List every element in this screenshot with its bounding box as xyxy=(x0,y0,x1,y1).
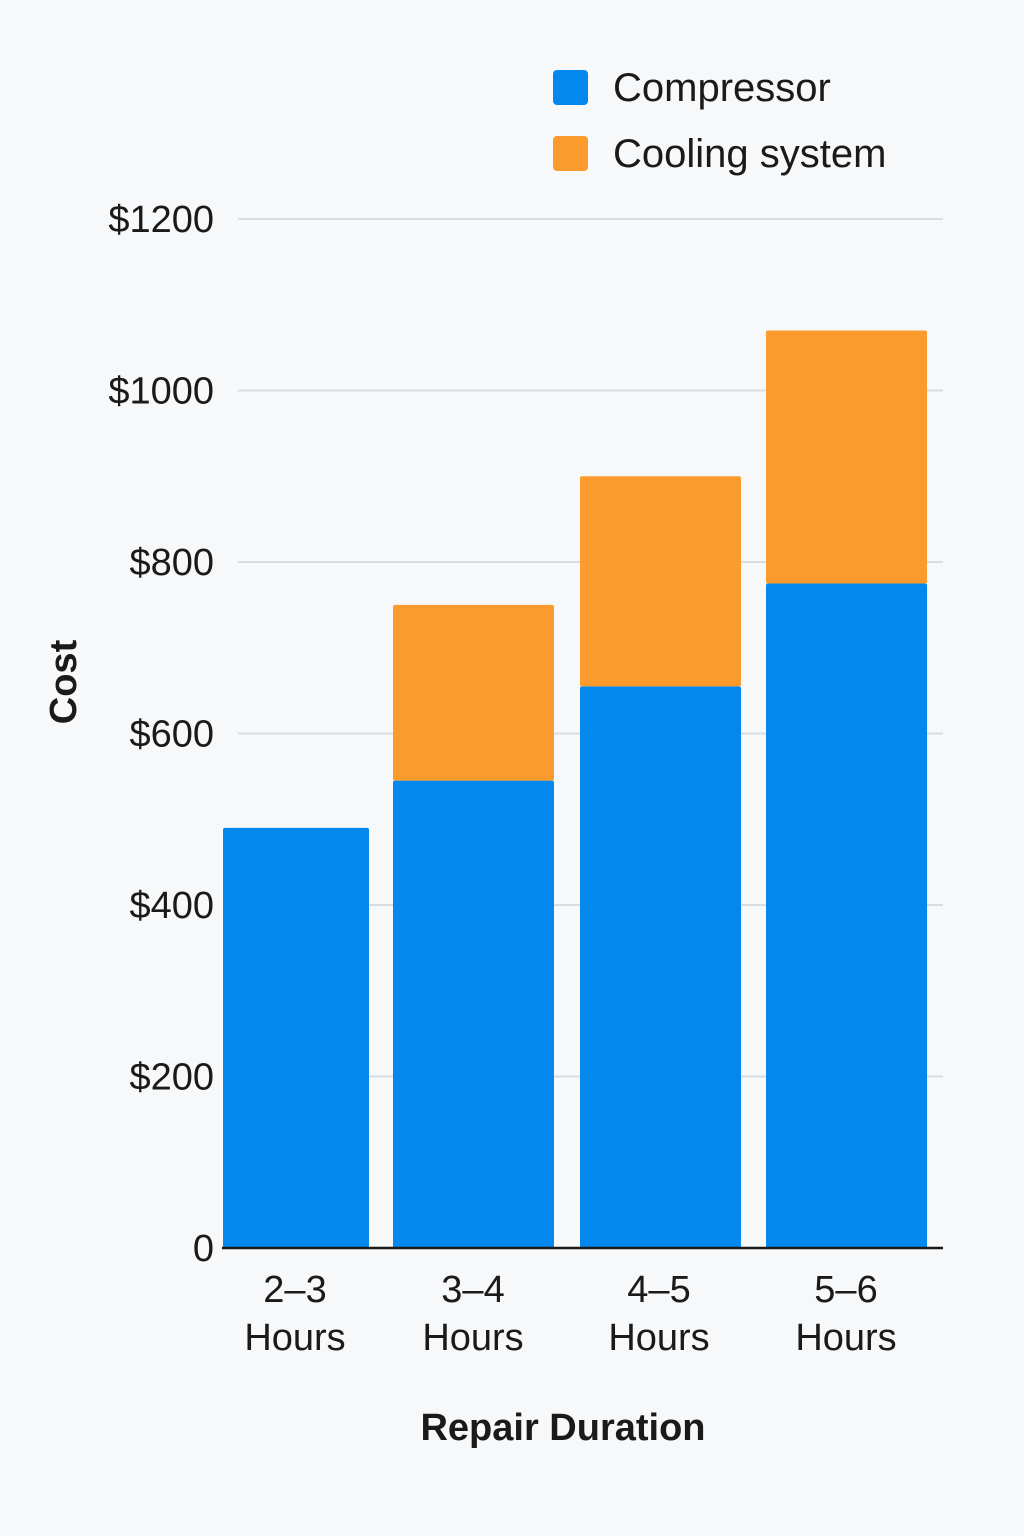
legend: Compressor Cooling system xyxy=(553,66,886,176)
y-tick-label: $1000 xyxy=(108,371,214,413)
y-tick-label: $800 xyxy=(129,542,214,584)
y-tick-label: 0 xyxy=(193,1228,214,1270)
x-tick-label: 4–5 xyxy=(627,1269,690,1311)
bar-compressor xyxy=(766,583,927,1248)
x-tick-label: Hours xyxy=(244,1317,345,1359)
y-tick-label: $1200 xyxy=(108,199,214,241)
bars xyxy=(223,330,927,1248)
bar-compressor xyxy=(393,780,554,1248)
x-axis-ticks: 2–3 Hours 3–4 Hours 4–5 Hours 5–6 Hours xyxy=(244,1269,896,1359)
legend-label: Cooling system xyxy=(613,132,886,176)
x-tick-label: 2–3 xyxy=(263,1269,326,1311)
x-tick-label: Hours xyxy=(608,1317,709,1359)
x-tick-label: Hours xyxy=(422,1317,523,1359)
bar-cooling-system xyxy=(580,476,741,687)
x-tick-label: 5–6 xyxy=(814,1269,877,1311)
y-axis-ticks: 0 $200 $400 $600 $800 $1000 $1200 xyxy=(108,199,214,1270)
bar-compressor xyxy=(223,827,369,1248)
legend-swatch xyxy=(553,136,588,171)
bar-compressor xyxy=(580,686,741,1248)
y-tick-label: $200 xyxy=(129,1057,214,1099)
x-axis-title: Repair Duration xyxy=(420,1407,705,1449)
legend-swatch xyxy=(553,70,588,105)
legend-label: Compressor xyxy=(613,66,831,110)
y-axis-title: Cost xyxy=(43,639,85,724)
y-tick-label: $600 xyxy=(129,714,214,756)
bar-cooling-system xyxy=(766,330,927,584)
x-tick-label: 3–4 xyxy=(441,1269,504,1311)
y-tick-label: $400 xyxy=(129,885,214,927)
x-tick-label: Hours xyxy=(795,1317,896,1359)
bar-cooling-system xyxy=(393,604,554,781)
